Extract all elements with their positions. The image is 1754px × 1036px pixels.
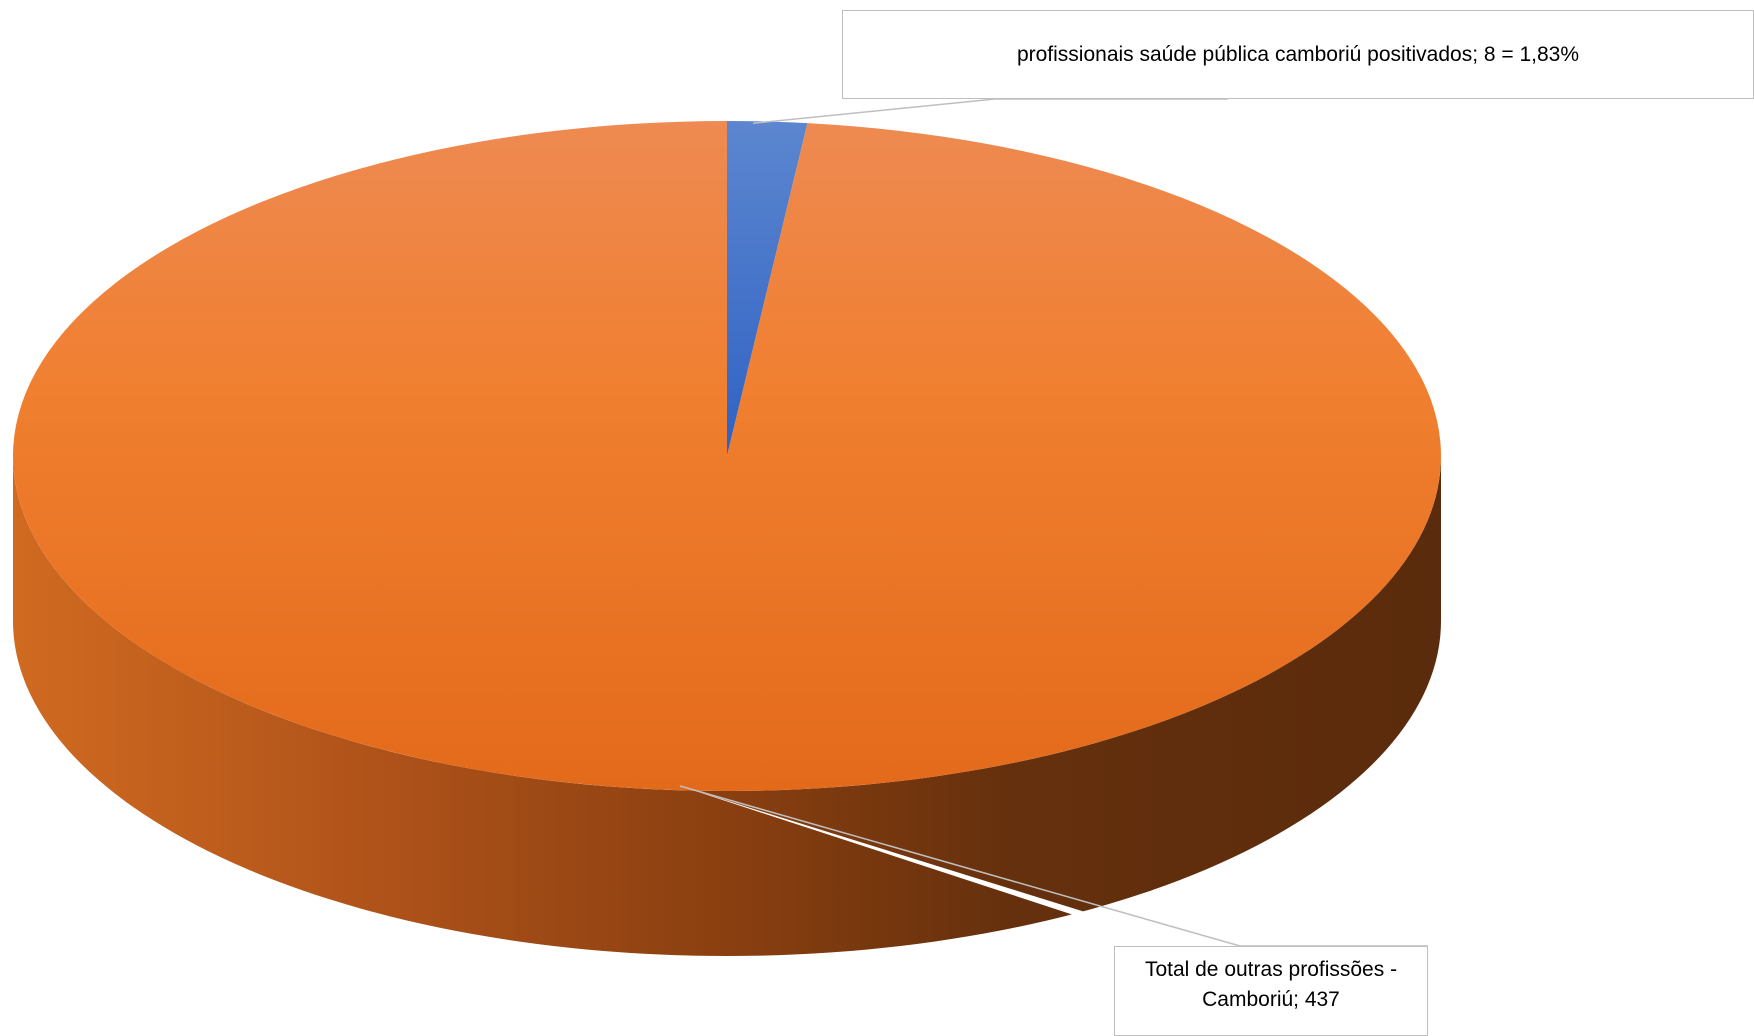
leader-line-other-professions-highlight [680,786,1098,921]
pie-slice-other-professions [13,121,1442,792]
data-label-other-professions-line1: Total de outras profissões - [1144,958,1398,981]
pie-slice-health-professionals [727,121,808,456]
data-label-health-professionals: profissionais saúde pública camboriú pos… [842,10,1754,99]
data-label-other-professions-line2: Camboriú; 437 [1202,988,1340,1011]
data-label-other-professions: Total de outras profissões - Camboriú; 4… [1114,946,1428,1036]
leader-line-health-professionals [752,98,1228,124]
data-label-health-professionals-text: profissionais saúde pública camboriú pos… [1016,42,1580,66]
pie-slice-other-professions-side [13,456,1441,956]
